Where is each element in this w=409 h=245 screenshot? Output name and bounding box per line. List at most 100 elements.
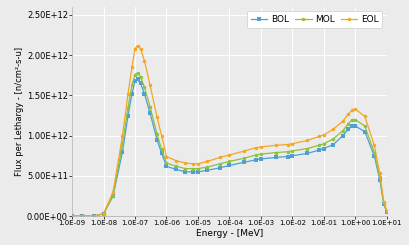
- BOL: [70, 215, 74, 218]
- EOL: [274, 144, 279, 147]
- Legend: BOL, MOL, EOL: BOL, MOL, EOL: [247, 12, 382, 28]
- EOL: [218, 156, 222, 159]
- MOL: [120, 142, 125, 145]
- Line: MOL: MOL: [70, 71, 389, 218]
- MOL: [70, 215, 74, 218]
- BOL: [321, 147, 326, 150]
- MOL: [378, 176, 382, 179]
- EOL: [340, 120, 345, 123]
- MOL: [218, 162, 222, 165]
- BOL: [218, 166, 222, 169]
- MOL: [142, 86, 147, 89]
- X-axis label: Energy - [MeV]: Energy - [MeV]: [196, 229, 263, 238]
- BOL: [290, 154, 295, 157]
- EOL: [378, 172, 382, 175]
- MOL: [340, 129, 345, 132]
- MOL: [133, 73, 137, 76]
- BOL: [254, 158, 258, 161]
- BOL: [372, 154, 377, 157]
- EOL: [305, 139, 310, 142]
- EOL: [381, 200, 386, 203]
- MOL: [321, 142, 326, 145]
- MOL: [92, 215, 97, 218]
- BOL: [120, 150, 125, 153]
- BOL: [227, 164, 232, 167]
- EOL: [70, 215, 74, 218]
- EOL: [92, 215, 97, 218]
- BOL: [242, 161, 247, 164]
- MOL: [159, 148, 164, 151]
- BOL: [378, 178, 382, 181]
- MOL: [155, 133, 160, 135]
- EOL: [372, 144, 377, 147]
- MOL: [191, 167, 196, 170]
- EOL: [79, 215, 84, 218]
- BOL: [79, 215, 84, 218]
- BOL: [285, 155, 290, 158]
- EOL: [110, 191, 115, 194]
- BOL: [353, 124, 358, 127]
- BOL: [148, 112, 153, 115]
- EOL: [227, 154, 232, 157]
- MOL: [164, 161, 169, 164]
- BOL: [159, 152, 164, 155]
- MOL: [305, 147, 310, 150]
- EOL: [142, 59, 147, 62]
- EOL: [346, 112, 351, 115]
- EOL: [126, 92, 130, 95]
- BOL: [133, 79, 137, 82]
- BOL: [346, 128, 351, 131]
- MOL: [290, 149, 295, 152]
- MOL: [196, 167, 200, 170]
- MOL: [130, 84, 135, 86]
- MOL: [274, 151, 279, 154]
- MOL: [384, 211, 389, 214]
- BOL: [196, 170, 200, 173]
- BOL: [317, 149, 321, 152]
- Line: EOL: EOL: [70, 44, 389, 218]
- EOL: [285, 143, 290, 146]
- Line: BOL: BOL: [70, 78, 389, 218]
- BOL: [126, 114, 130, 117]
- EOL: [183, 161, 188, 164]
- BOL: [331, 143, 336, 146]
- EOL: [331, 128, 336, 131]
- MOL: [350, 118, 355, 121]
- MOL: [353, 118, 358, 121]
- EOL: [353, 108, 358, 110]
- MOL: [173, 165, 178, 168]
- EOL: [191, 162, 196, 165]
- BOL: [92, 215, 97, 218]
- EOL: [155, 116, 160, 119]
- EOL: [138, 47, 143, 50]
- MOL: [317, 144, 321, 147]
- MOL: [148, 105, 153, 108]
- EOL: [173, 159, 178, 162]
- EOL: [196, 162, 200, 165]
- MOL: [227, 160, 232, 163]
- MOL: [242, 157, 247, 160]
- EOL: [242, 149, 247, 152]
- EOL: [290, 142, 295, 145]
- BOL: [173, 168, 178, 171]
- BOL: [381, 203, 386, 206]
- BOL: [155, 138, 160, 141]
- MOL: [258, 153, 263, 156]
- EOL: [135, 44, 140, 47]
- EOL: [384, 210, 389, 213]
- EOL: [133, 47, 137, 50]
- Y-axis label: Flux per Lethargy - [n/cm²-s-u]: Flux per Lethargy - [n/cm²-s-u]: [15, 47, 24, 176]
- MOL: [79, 215, 84, 218]
- EOL: [317, 135, 321, 138]
- BOL: [130, 92, 135, 95]
- EOL: [362, 115, 367, 118]
- MOL: [331, 137, 336, 140]
- EOL: [159, 134, 164, 137]
- BOL: [164, 165, 169, 168]
- BOL: [205, 169, 210, 172]
- BOL: [135, 78, 140, 81]
- EOL: [350, 109, 355, 111]
- MOL: [381, 202, 386, 205]
- EOL: [321, 133, 326, 136]
- MOL: [254, 154, 258, 157]
